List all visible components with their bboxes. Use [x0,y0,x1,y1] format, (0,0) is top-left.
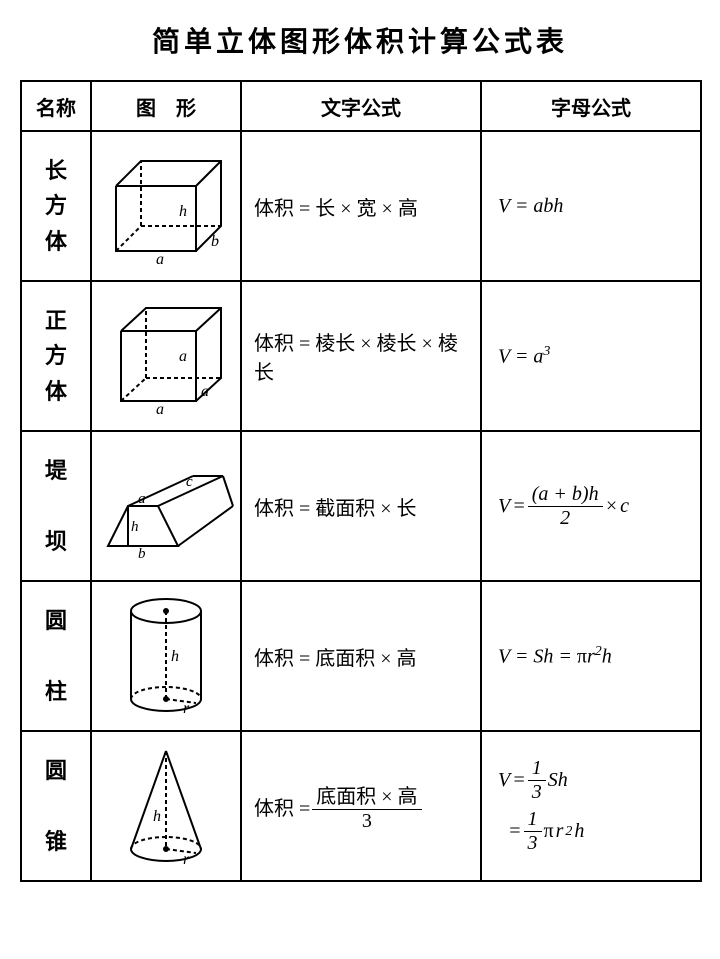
letter-formula-cell: V = Sh = πr2h [481,581,701,731]
table-header-row: 名称 图 形 文字公式 字母公式 [21,81,701,131]
shape-cell: h r [91,581,241,731]
header-name: 名称 [21,81,91,131]
svg-text:h: h [179,203,187,220]
name-char: 圆 [28,753,84,788]
svg-text:h: h [153,808,161,825]
header-letter-formula: 字母公式 [481,81,701,131]
svg-text:c: c [186,474,193,490]
svg-text:a: a [156,401,164,416]
text-formula-cell: 体积 = 长 × 宽 × 高 [241,131,481,281]
svg-text:b: b [138,546,146,561]
header-shape: 图 形 [91,81,241,131]
letter-formula-cell: V = abh [481,131,701,281]
table-row: 圆 柱 h r 体积 = 底面积 × 高V = Sh = πr2h [21,581,701,731]
table-row: 长方体 a b h 体积 = 长 × 宽 × 高V = abh [21,131,701,281]
text-formula-cell: 体积 = 截面积 × 长 [241,431,481,581]
name-char [28,788,84,823]
svg-text:b: b [211,233,219,250]
shape-cell: h r [91,731,241,881]
text-formula-cell: 体积 = 棱长 × 棱长 × 棱长 [241,281,481,431]
letter-formula-cell: V = (a + b)h2 × c [481,431,701,581]
name-char: 圆 [28,603,84,638]
name-char [28,638,84,673]
name-char: 柱 [28,674,84,709]
name-char: 坝 [28,524,84,559]
page-title: 简单立体图形体积计算公式表 [20,20,700,60]
svg-text:r: r [183,700,190,717]
table-row: 正方体 a a a 体积 = 棱长 × 棱长 × 棱长V = a3 [21,281,701,431]
shape-cell: a b h [91,131,241,281]
name-cell: 堤 坝 [21,431,91,581]
name-char: 长 [28,153,84,188]
name-cell: 圆 柱 [21,581,91,731]
header-text-formula: 文字公式 [241,81,481,131]
name-cell: 圆 锥 [21,731,91,881]
formula-table: 名称 图 形 文字公式 字母公式 长方体 a b h 体积 = 长 × 宽 × … [20,80,702,882]
text-formula-cell: 体积 = 底面积 × 高3 [241,731,481,881]
name-char: 方 [28,188,84,223]
text-formula-cell: 体积 = 底面积 × 高 [241,581,481,731]
name-char: 体 [28,374,84,409]
shape-cell: a b c h [91,431,241,581]
name-cell: 长方体 [21,131,91,281]
name-char: 锥 [28,824,84,859]
name-char: 方 [28,338,84,373]
svg-text:r: r [183,851,190,868]
svg-text:a: a [156,251,164,266]
svg-text:h: h [131,519,139,535]
svg-text:a: a [138,491,146,507]
svg-text:h: h [171,648,179,665]
svg-text:a: a [179,348,187,365]
name-char: 堤 [28,453,84,488]
letter-formula-cell: V = a3 [481,281,701,431]
shape-cell: a a a [91,281,241,431]
table-row: 圆 锥 h r 体积 = 底面积 × 高3V = 13Sh = 13πr2h [21,731,701,881]
letter-formula-cell: V = 13Sh = 13πr2h [481,731,701,881]
name-char [28,488,84,523]
name-cell: 正方体 [21,281,91,431]
name-char: 体 [28,224,84,259]
name-char: 正 [28,303,84,338]
svg-text:a: a [201,383,209,400]
table-row: 堤 坝 a b c h 体积 = 截面积 × 长V = (a + b)h2 × … [21,431,701,581]
